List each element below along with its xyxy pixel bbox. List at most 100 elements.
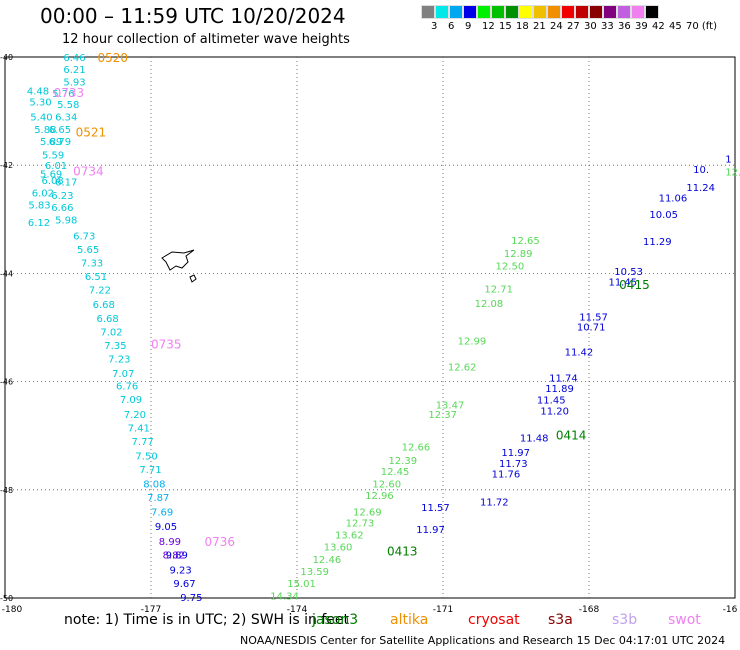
swh-data-label: 6.34 bbox=[55, 113, 77, 124]
y-tick-label: -46 bbox=[0, 378, 13, 387]
swh-data-label: 5.93 bbox=[63, 77, 85, 88]
swh-data-label: 7.87 bbox=[147, 493, 169, 504]
swh-data-label: 11.45 bbox=[608, 278, 637, 289]
color-scale-label: 24 bbox=[550, 21, 563, 32]
swh-data-label: 5.89 bbox=[40, 137, 62, 148]
color-scale-label: 42 bbox=[652, 21, 665, 32]
swh-data-label: 7.50 bbox=[135, 452, 157, 463]
swh-data-label: 4.48 bbox=[27, 87, 49, 98]
swh-data-label: 8.08 bbox=[143, 479, 165, 490]
pass-time-label: 0734 bbox=[73, 165, 104, 179]
swh-data-label: 5.88 bbox=[34, 125, 56, 136]
swh-data-label: 13.59 bbox=[300, 567, 329, 578]
note-text: note: 1) Time is in UTC; 2) SWH is in fe… bbox=[64, 612, 350, 628]
x-tick-label: -174 bbox=[287, 605, 308, 615]
satellite-legend-item: s3b bbox=[612, 612, 638, 628]
swh-data-label: 12.46 bbox=[313, 555, 342, 566]
swh-data-label: 5.59 bbox=[42, 150, 64, 161]
swh-data-label: 12.65 bbox=[511, 236, 540, 247]
islet-outline bbox=[189, 274, 197, 283]
color-scale-label: 70 (ft) bbox=[686, 21, 717, 32]
swh-data-label: 11.06 bbox=[659, 194, 688, 205]
swh-data-label: 7.77 bbox=[132, 437, 154, 448]
swh-data-label: 7.02 bbox=[100, 327, 122, 338]
swh-data-label: 7.71 bbox=[139, 465, 161, 476]
swh-data-label: 12.45 bbox=[381, 467, 410, 478]
color-scale-swatch bbox=[575, 5, 589, 19]
color-scale-swatch bbox=[645, 5, 659, 19]
x-tick-label: -177 bbox=[141, 605, 161, 615]
color-scale-label: 18 bbox=[516, 21, 529, 32]
pass-time-label: 0413 bbox=[387, 544, 418, 558]
color-scale-label: 21 bbox=[533, 21, 546, 32]
satellite-legend-item: cryosat bbox=[468, 612, 520, 628]
swh-data-label: 12.66 bbox=[402, 443, 431, 454]
swh-data-label: 6.76 bbox=[116, 381, 138, 392]
color-scale-bar bbox=[421, 5, 659, 19]
swh-data-label: 5.65 bbox=[77, 245, 99, 256]
swh-data-label: 13.47 bbox=[436, 400, 465, 411]
color-scale-swatch bbox=[519, 5, 533, 19]
swh-data-label: 7.07 bbox=[112, 369, 134, 380]
color-scale-swatch bbox=[449, 5, 463, 19]
pass-time-label: 0733 bbox=[54, 86, 85, 100]
footer-credit: NOAA/NESDIS Center for Satellite Applica… bbox=[240, 634, 726, 647]
swh-data-label: 9.89 bbox=[166, 551, 188, 562]
swh-data-label: 11.45 bbox=[537, 395, 566, 406]
satellite-legend-item: swot bbox=[668, 612, 701, 628]
color-scale-label: 39 bbox=[635, 21, 648, 32]
swh-data-label: 5.30 bbox=[29, 97, 51, 108]
swh-data-label: 11.74 bbox=[549, 373, 578, 384]
y-tick-label: -40 bbox=[0, 53, 13, 62]
swh-data-label: 11.29 bbox=[643, 237, 672, 248]
swh-data-label: 6.66 bbox=[51, 203, 73, 214]
swh-data-label: 13.60 bbox=[324, 543, 353, 554]
swh-data-label: 6.23 bbox=[51, 191, 73, 202]
pass-time-label: 0415 bbox=[619, 278, 650, 292]
x-tick-label: -180 bbox=[2, 605, 23, 615]
color-scale-label: 9 bbox=[465, 21, 472, 32]
swh-data-label: 9.67 bbox=[173, 579, 195, 590]
swh-data-label: 12.62 bbox=[448, 362, 477, 373]
swh-data-label: 7.41 bbox=[128, 424, 150, 435]
chart-subtitle: 12 hour collection of altimeter wave hei… bbox=[62, 32, 350, 47]
swh-data-label: 12.69 bbox=[353, 507, 382, 518]
y-tick-label: -42 bbox=[0, 161, 13, 170]
swh-data-label: 7.69 bbox=[151, 507, 173, 518]
y-tick-label: -44 bbox=[0, 269, 13, 278]
pass-time-label: 0735 bbox=[151, 338, 182, 352]
swh-data-label: 12.71 bbox=[484, 285, 513, 296]
swh-data-label: 12.96 bbox=[365, 491, 394, 502]
swh-data-label: 14.34 bbox=[270, 591, 299, 602]
y-tick-label: -50 bbox=[0, 594, 13, 603]
swh-data-label: 10.53 bbox=[614, 267, 643, 278]
swh-data-label: 12.89 bbox=[504, 249, 533, 260]
pass-time-label: 0736 bbox=[205, 535, 236, 549]
color-scale-swatch bbox=[491, 5, 505, 19]
swh-data-label: 12.73 bbox=[346, 518, 375, 529]
x-tick-label: -168 bbox=[579, 605, 600, 615]
satellite-legend-item: jason3 bbox=[312, 612, 359, 628]
swh-data-label: 5.98 bbox=[55, 215, 77, 226]
color-scale-label: 15 bbox=[499, 21, 512, 32]
chart-title: 00:00 – 11:59 UTC 10/20/2024 bbox=[40, 4, 346, 28]
swh-data-label: 11.57 bbox=[421, 503, 450, 514]
color-scale-label: 30 bbox=[584, 21, 597, 32]
color-scale-swatch bbox=[617, 5, 631, 19]
color-scale-swatch bbox=[561, 5, 575, 19]
swh-data-label: 7.09 bbox=[120, 395, 142, 406]
color-scale-label: 45 bbox=[669, 21, 682, 32]
swh-data-label: 7.33 bbox=[81, 259, 103, 270]
swh-data-label: 9.05 bbox=[155, 522, 177, 533]
swh-data-label: 12.9 bbox=[725, 168, 740, 179]
swh-data-label: 11.97 bbox=[416, 525, 445, 536]
color-scale-swatch bbox=[631, 5, 645, 19]
swh-data-label: 7.20 bbox=[124, 410, 146, 421]
swh-data-label: 10.71 bbox=[577, 322, 606, 333]
y-tick-label: -48 bbox=[0, 486, 13, 495]
swh-data-label: 5.76 bbox=[52, 89, 74, 100]
color-scale-swatch bbox=[421, 5, 435, 19]
swh-data-label: 11.76 bbox=[492, 470, 521, 481]
swh-data-label: 9.75 bbox=[180, 593, 202, 604]
